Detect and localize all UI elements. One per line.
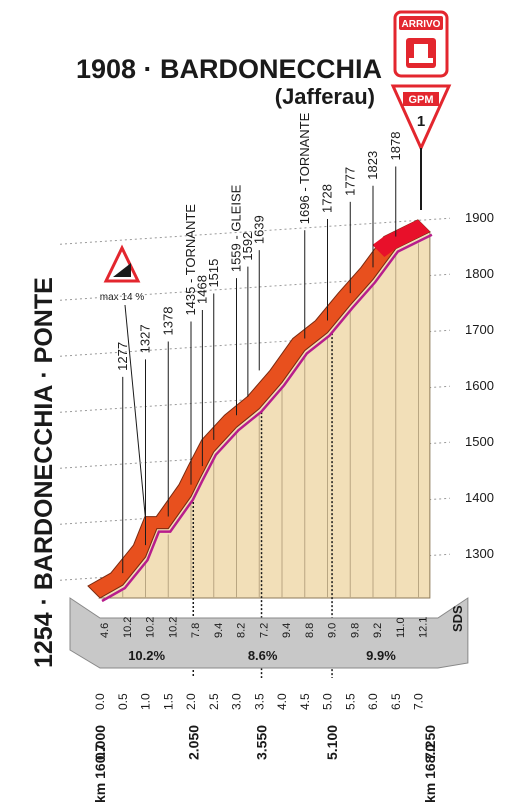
grid-line — [59, 217, 451, 245]
segment-gradient-label: 9.2 — [372, 623, 384, 638]
final-km-surface — [372, 219, 430, 257]
gpm-label: GPM — [408, 94, 433, 106]
profile-road — [87, 219, 433, 603]
segment-gradient-label: 10.2 — [145, 617, 157, 638]
segment-gradient-label: 10.2 — [167, 617, 179, 638]
average-gradient-label: 9.9% — [366, 648, 396, 663]
km-tick-label: 2.0 — [184, 693, 198, 710]
segment-gradient-label: 9.4 — [281, 623, 293, 638]
altitude-tick-label: 1500 — [465, 434, 494, 449]
altitude-tick-label: 1600 — [465, 378, 494, 393]
section-marker-label: 2.050 — [185, 725, 201, 760]
elevation-label: 1592 — [240, 232, 255, 261]
profile-ground — [98, 230, 431, 678]
km-axis: 0.0 0.5 1.0 1.5 2.0 2.5 3.0 3.5 4.0 4.5 5.0 5.5 6.0 6… — [92, 693, 438, 803]
segment-gradient-label: 9.4 — [213, 623, 225, 638]
elevation-label: 1878 — [388, 132, 403, 161]
segment-gradient-label: 8.2 — [236, 623, 248, 638]
altitude-tick-label: 1300 — [465, 546, 494, 561]
altitude-tick-label: 1700 — [465, 322, 494, 337]
elevation-label: 1823 — [365, 151, 380, 180]
elevation-label: 1696 - TORNANTE — [297, 112, 312, 224]
altitude-tick-label: 1800 — [465, 266, 494, 281]
segment-gradient-label: 8.8 — [304, 623, 316, 638]
finish-subtitle: (Jafferau) — [275, 84, 375, 109]
elevation-label: 1515 — [206, 259, 221, 288]
km-tick-label: 6.0 — [366, 693, 380, 710]
elevation-label: 1378 — [160, 307, 175, 336]
segment-gradient-label: 9.8 — [349, 623, 361, 638]
race-km-label: km 168.0 — [422, 744, 438, 803]
gradient-band-shape — [69, 597, 469, 669]
altitude-tick-label: 1400 — [465, 490, 494, 505]
section-marker-label: 3.550 — [254, 725, 270, 760]
km-tick-label: 5.5 — [343, 693, 357, 710]
section-marker-label: 5.100 — [324, 725, 340, 760]
sds-label: SDS — [450, 605, 465, 632]
km-tick-label: 0.5 — [116, 693, 130, 710]
altitude-axis: 1300 1400 1500 1600 1700 1800 1900 — [465, 210, 494, 561]
km-tick-label: 1.0 — [139, 693, 153, 710]
km-tick-label: 3.5 — [252, 693, 266, 710]
segment-gradient-label: 9.0 — [327, 623, 339, 638]
max-gradient-pointer — [124, 304, 149, 546]
arrivo-icon: ARRIVO — [393, 10, 449, 78]
km-tick-label: 3.0 — [230, 693, 244, 710]
max-gradient-warning-icon — [103, 244, 141, 283]
arrivo-label: ARRIVO — [402, 19, 441, 30]
km-tick-label: 4.0 — [275, 693, 289, 710]
km-tick-label: 6.5 — [389, 693, 403, 710]
segment-gradient-label: 11.0 — [395, 617, 407, 638]
segment-gradient-label: 4.6 — [99, 623, 111, 638]
section-marker-label: 7.250 — [422, 725, 438, 760]
elevation-label: 1777 — [342, 167, 357, 196]
race-km-label: km 160.7 — [92, 744, 108, 803]
max-gradient-label: max 14 % — [100, 292, 145, 303]
elevation-label: 1277 — [115, 342, 130, 371]
km-tick-label: 5.0 — [321, 693, 335, 710]
elevation-label: 1728 — [320, 184, 335, 213]
segment-gradient-label: 12.1 — [418, 617, 430, 638]
km-tick-label: 1.5 — [161, 693, 175, 710]
segment-gradient-label: 7.8 — [190, 623, 202, 638]
km-tick-label: 4.5 — [298, 693, 312, 710]
finish-title: 1908 · BARDONECCHIA — [76, 54, 382, 84]
elevation-label: 1559 - GLEISE — [229, 184, 244, 272]
elevation-label: 1468 — [194, 275, 209, 304]
elevation-label: 1639 — [251, 215, 266, 244]
segment-gradient-label: 7.2 — [258, 623, 270, 638]
gpm-badge-icon: GPM 1 — [390, 84, 452, 152]
gpm-category: 1 — [417, 113, 425, 130]
elevation-label: 1435 - TORNANTE — [183, 204, 198, 316]
altitude-tick-label: 1900 — [465, 210, 494, 225]
segment-gradient-label: 10.2 — [122, 617, 134, 638]
km-tick-label: 7.0 — [412, 693, 426, 710]
average-gradient-label: 10.2% — [128, 648, 165, 663]
section-marker-label: 0.000 — [92, 725, 108, 760]
km-tick-label: 2.5 — [207, 693, 221, 710]
km-tick-label: 0.0 — [93, 693, 107, 710]
gradient-band: 4.6 10.2 10.2 10.2 7.8 9.4 8.2 7.2 9.4 8.8 9.0 9.8 9… — [69, 597, 469, 669]
road-edge-line — [101, 233, 433, 603]
elevation-label: 1327 — [138, 324, 153, 353]
start-label: 1254 · BARDONECCHIA · PONTE — [30, 277, 58, 668]
average-gradient-label: 8.6% — [248, 648, 278, 663]
